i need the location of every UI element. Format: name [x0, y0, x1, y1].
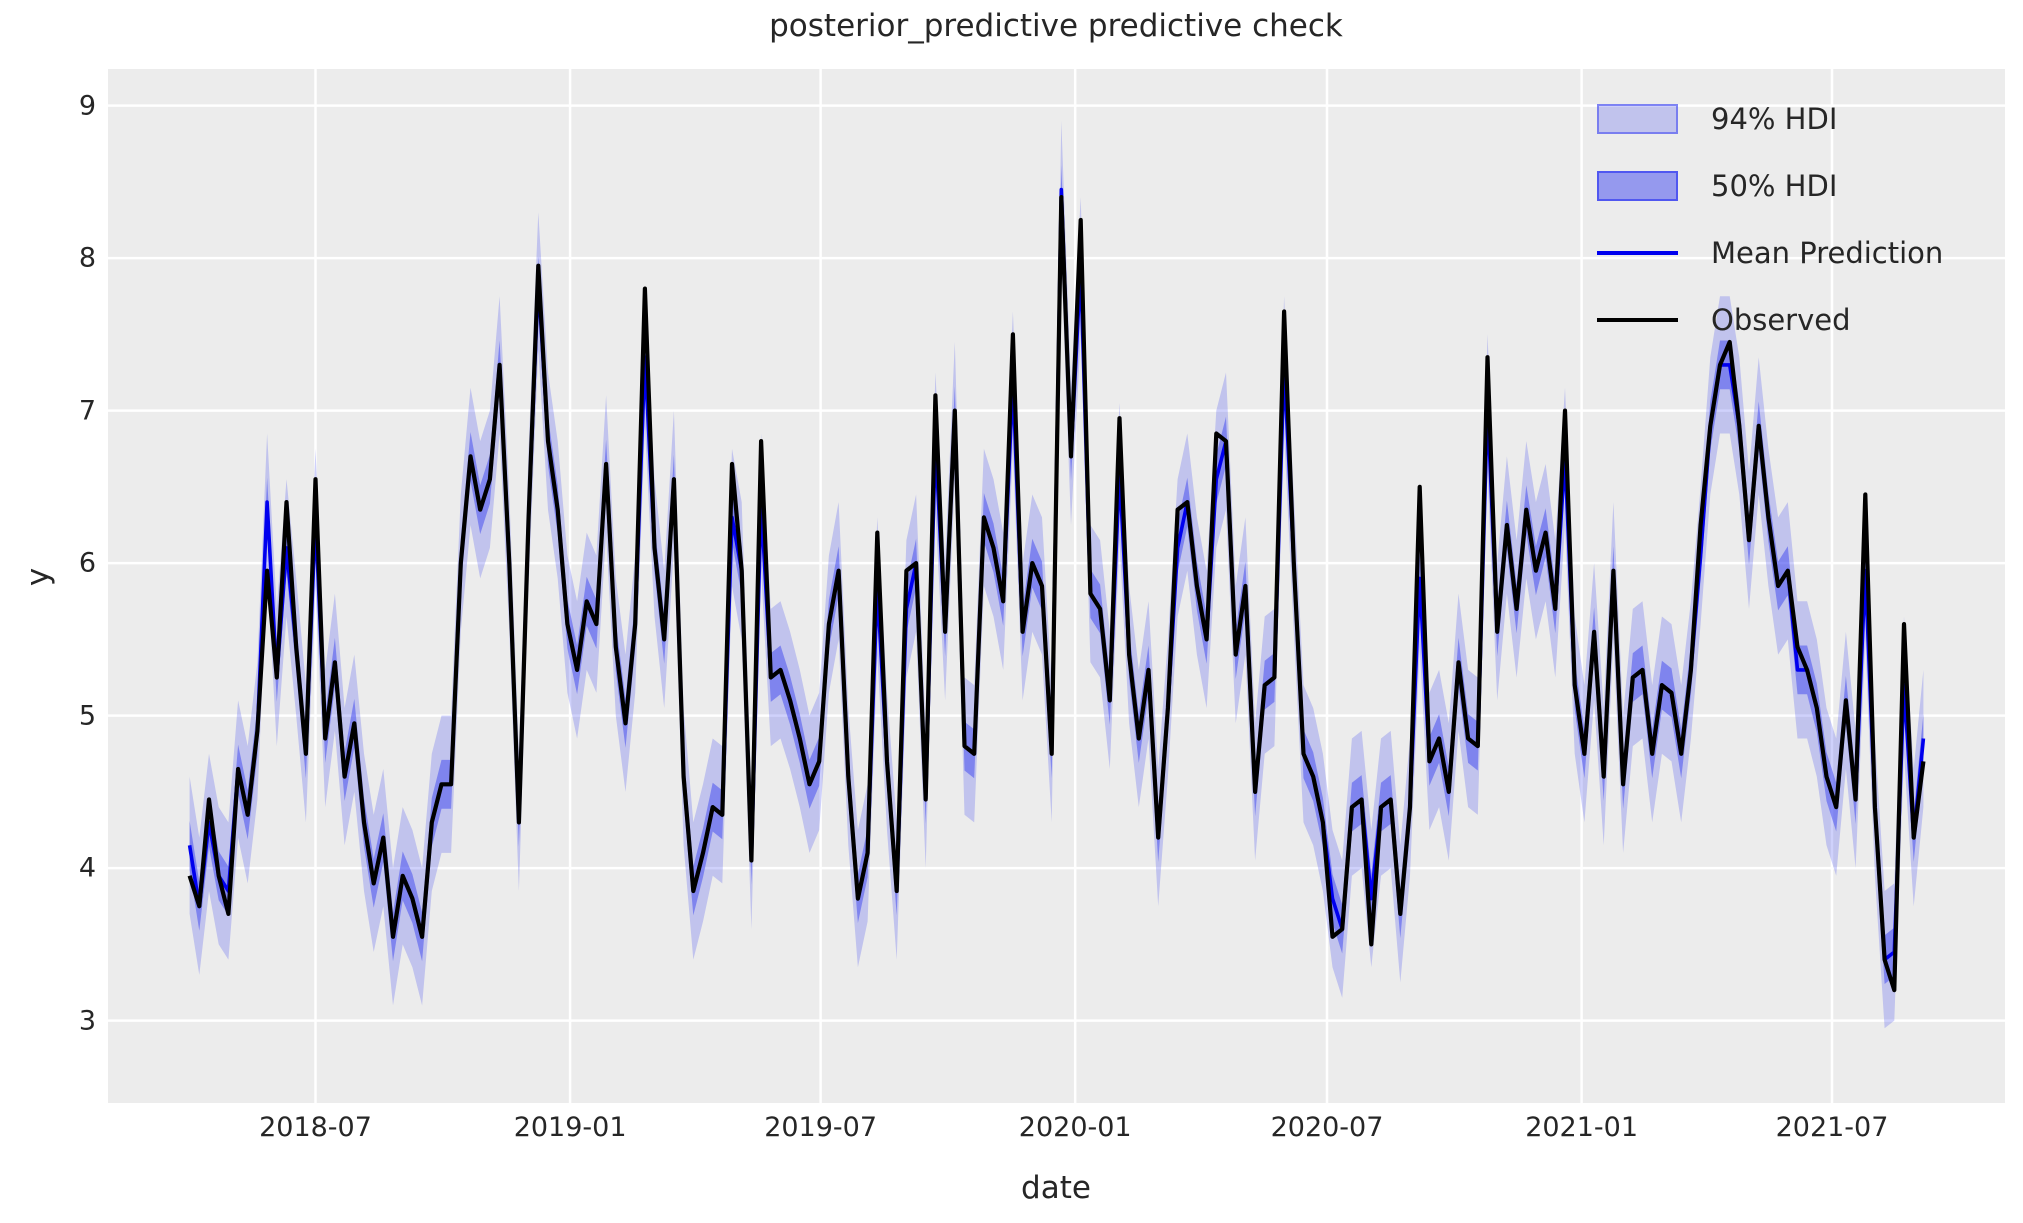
x-tick-label: 2021-07 — [1775, 1112, 1889, 1143]
x-tick-label: 2020-07 — [1270, 1112, 1384, 1143]
x-axis-ticks: 2018-07 2019-01 2019-07 2020-01 2020-07 2021-… — [0, 1114, 2023, 1154]
y-tick-label: 4 — [78, 852, 96, 884]
observed-line-swatch — [1597, 318, 1678, 322]
y-axis-label: y — [20, 567, 56, 587]
y-tick-label: 3 — [78, 1005, 96, 1037]
y-axis-ticks: 3 4 5 6 7 8 9 — [0, 0, 96, 1223]
legend-row-50-hdi: 50% HDI — [1597, 163, 1943, 209]
legend-label: Mean Prediction — [1711, 236, 1944, 270]
x-tick-label: 2021-01 — [1525, 1112, 1638, 1143]
legend: 94% HDI 50% HDI Mean Prediction Observed — [1597, 96, 1943, 343]
mean-prediction-line-swatch — [1597, 251, 1678, 255]
y-tick-label: 6 — [78, 547, 96, 579]
y-tick-label: 7 — [78, 395, 96, 427]
x-axis-label: date — [1021, 1170, 1091, 1206]
hdi-94-swatch — [1597, 104, 1678, 134]
legend-row-mean: Mean Prediction — [1597, 230, 1943, 276]
x-tick-label: 2019-07 — [764, 1112, 877, 1143]
legend-row-94-hdi: 94% HDI — [1597, 96, 1943, 142]
x-tick-label: 2020-01 — [1018, 1112, 1132, 1143]
y-tick-label: 8 — [78, 242, 96, 274]
legend-label: Observed — [1711, 303, 1851, 337]
y-tick-label: 9 — [78, 90, 96, 122]
legend-row-observed: Observed — [1597, 297, 1943, 343]
y-tick-label: 5 — [78, 700, 96, 732]
observed-line — [187, 195, 1926, 993]
chart-title: posterior_predictive predictive check — [769, 8, 1343, 44]
x-tick-label: 2019-01 — [513, 1112, 627, 1143]
hdi-50-swatch — [1597, 171, 1678, 201]
legend-label: 94% HDI — [1711, 102, 1838, 136]
legend-label: 50% HDI — [1711, 169, 1838, 203]
x-tick-label: 2018-07 — [259, 1112, 372, 1143]
